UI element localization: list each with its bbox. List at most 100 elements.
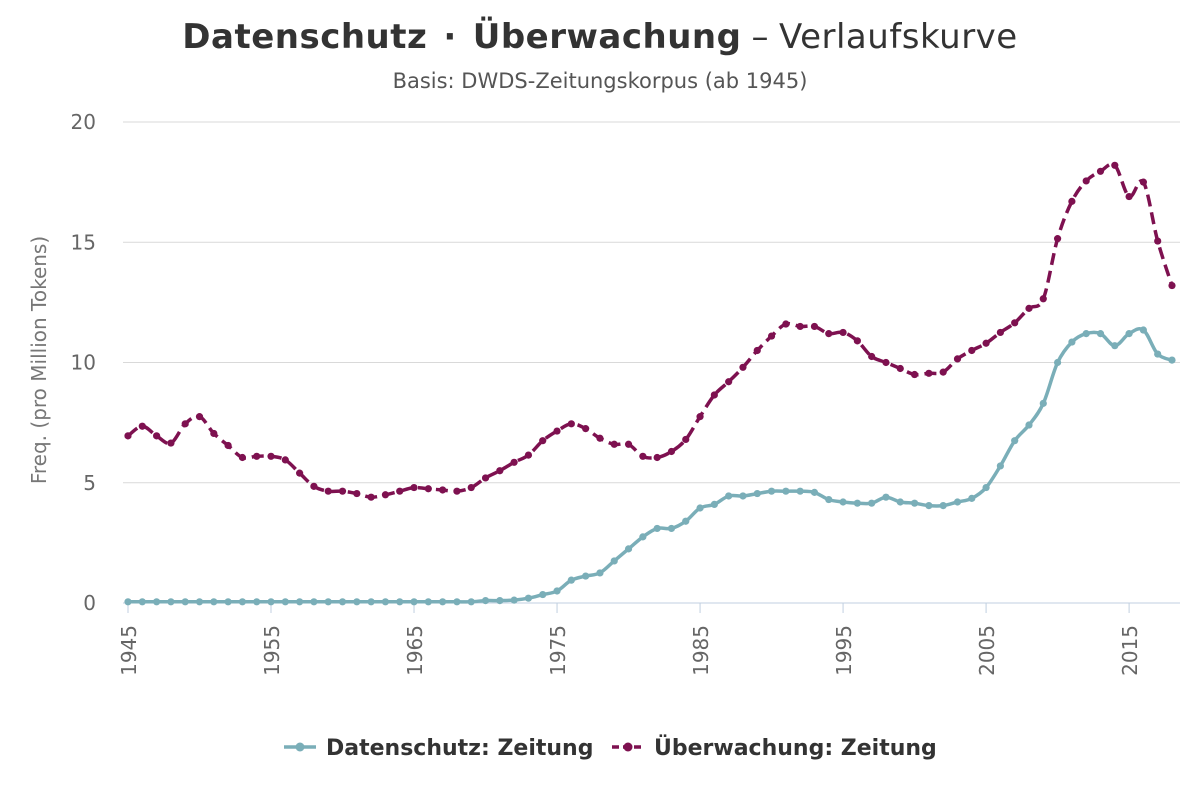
data-point[interactable] — [710, 500, 718, 508]
data-point[interactable] — [725, 378, 733, 386]
data-point[interactable] — [296, 598, 304, 606]
data-point[interactable] — [424, 598, 432, 606]
data-point[interactable] — [1025, 304, 1033, 312]
data-point[interactable] — [868, 499, 876, 507]
data-point[interactable] — [1053, 235, 1062, 243]
data-point[interactable] — [682, 517, 690, 525]
data-point[interactable] — [338, 487, 347, 495]
data-point[interactable] — [1154, 237, 1162, 245]
data-point[interactable] — [810, 322, 819, 331]
data-point[interactable] — [739, 492, 747, 500]
data-point[interactable] — [853, 337, 861, 345]
data-point[interactable] — [782, 320, 790, 328]
data-point[interactable] — [381, 491, 390, 499]
data-point[interactable] — [324, 487, 332, 495]
data-point[interactable] — [896, 498, 904, 506]
data-point[interactable] — [1039, 295, 1047, 303]
data-point[interactable] — [539, 590, 547, 599]
data-point[interactable] — [553, 427, 561, 435]
data-point[interactable] — [739, 363, 747, 371]
data-point[interactable] — [1125, 192, 1133, 201]
data-point[interactable] — [496, 467, 504, 475]
data-point[interactable] — [310, 598, 318, 606]
data-point[interactable] — [1011, 437, 1019, 445]
data-point[interactable] — [796, 487, 804, 495]
data-point[interactable] — [1053, 358, 1062, 367]
data-point[interactable] — [353, 489, 361, 498]
data-point[interactable] — [524, 594, 533, 602]
data-point[interactable] — [610, 440, 618, 448]
data-point[interactable] — [639, 452, 647, 460]
data-point[interactable] — [124, 432, 132, 440]
data-point[interactable] — [253, 452, 261, 460]
data-point[interactable] — [839, 328, 847, 337]
data-point[interactable] — [410, 598, 418, 606]
data-point[interactable] — [839, 498, 847, 506]
data-point[interactable] — [396, 598, 404, 606]
data-point[interactable] — [567, 576, 575, 584]
data-point[interactable] — [968, 494, 976, 502]
data-point[interactable] — [653, 524, 661, 533]
data-point[interactable] — [467, 483, 475, 492]
data-point[interactable] — [439, 598, 447, 606]
data-point[interactable] — [167, 439, 175, 447]
data-point[interactable] — [453, 598, 461, 606]
data-point[interactable] — [825, 330, 833, 338]
data-point[interactable] — [667, 447, 676, 456]
data-point[interactable] — [553, 587, 561, 595]
data-point[interactable] — [381, 598, 390, 606]
data-point[interactable] — [925, 369, 933, 377]
data-point[interactable] — [224, 598, 232, 606]
data-point[interactable] — [353, 598, 361, 606]
data-point[interactable] — [1139, 326, 1147, 334]
data-point[interactable] — [925, 501, 933, 510]
data-point[interactable] — [810, 488, 819, 496]
data-point[interactable] — [996, 462, 1004, 470]
data-point[interactable] — [238, 453, 247, 462]
data-point[interactable] — [882, 358, 890, 367]
data-point[interactable] — [1111, 342, 1119, 350]
data-point[interactable] — [453, 487, 461, 495]
series-line[interactable] — [128, 327, 1173, 604]
data-point[interactable] — [982, 483, 990, 492]
data-point[interactable] — [224, 441, 232, 450]
data-point[interactable] — [481, 474, 490, 482]
data-point[interactable] — [1025, 421, 1033, 429]
data-point[interactable] — [267, 598, 275, 606]
legend-item[interactable]: Überwachung: Zeitung — [612, 735, 937, 761]
data-point[interactable] — [467, 598, 475, 606]
data-point[interactable] — [424, 485, 432, 493]
data-point[interactable] — [653, 453, 661, 462]
data-point[interactable] — [253, 598, 261, 606]
data-point[interactable] — [725, 492, 733, 500]
data-point[interactable] — [996, 328, 1004, 337]
data-point[interactable] — [210, 598, 218, 606]
data-point[interactable] — [939, 368, 947, 376]
data-point[interactable] — [596, 434, 604, 442]
data-point[interactable] — [138, 598, 146, 606]
data-point[interactable] — [1082, 177, 1090, 185]
data-point[interactable] — [153, 432, 161, 440]
data-point[interactable] — [696, 413, 704, 421]
data-point[interactable] — [753, 346, 761, 355]
data-point[interactable] — [610, 557, 618, 565]
data-point[interactable] — [825, 495, 833, 504]
data-point[interactable] — [682, 435, 690, 444]
data-point[interactable] — [1082, 330, 1090, 338]
data-point[interactable] — [696, 504, 704, 512]
data-point[interactable] — [138, 422, 146, 430]
data-point[interactable] — [896, 364, 904, 373]
data-point[interactable] — [367, 493, 375, 501]
data-point[interactable] — [410, 483, 418, 492]
data-point[interactable] — [710, 391, 718, 399]
data-point[interactable] — [596, 569, 604, 577]
data-point[interactable] — [238, 598, 247, 606]
data-point[interactable] — [1011, 319, 1019, 327]
data-point[interactable] — [882, 493, 890, 501]
data-point[interactable] — [281, 598, 289, 606]
data-point[interactable] — [310, 482, 318, 490]
data-point[interactable] — [396, 487, 404, 495]
data-point[interactable] — [481, 596, 490, 605]
data-point[interactable] — [181, 420, 189, 428]
data-point[interactable] — [582, 425, 590, 433]
